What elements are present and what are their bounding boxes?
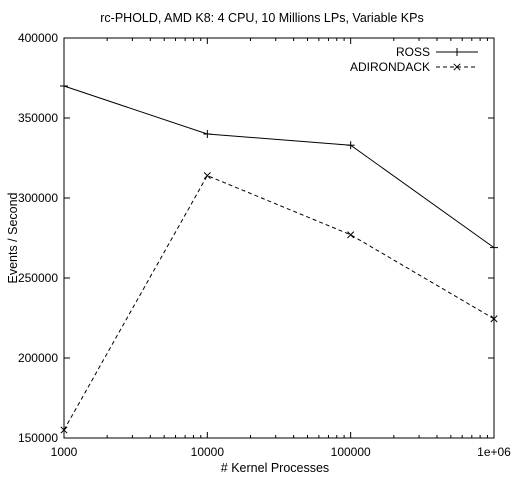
plot-frame <box>63 37 495 439</box>
series-line-ross <box>63 85 495 249</box>
legend-item-adirondack: ADIRONDACK <box>350 60 478 74</box>
y-tick-label: 350000 <box>18 111 58 125</box>
y-axis-ticks: 150000 200000 250000 300000 350000 400000 <box>18 31 494 445</box>
x-tick-label: 100000 <box>331 445 371 459</box>
x-tick-label: 1e+06 <box>477 445 511 459</box>
x-tick-label: 10000 <box>191 445 225 459</box>
legend-label: ADIRONDACK <box>350 60 430 74</box>
chart-title: rc-PHOLD, AMD K8: 4 CPU, 10 Millions LPs… <box>100 11 424 25</box>
plus-marker <box>203 130 212 138</box>
series-ross <box>60 82 498 252</box>
cross-marker <box>203 172 211 180</box>
y-tick-label: 250000 <box>18 271 58 285</box>
plus-marker <box>60 82 68 90</box>
plus-marker <box>346 141 355 150</box>
cross-marker <box>490 315 498 323</box>
legend-label: ROSS <box>396 45 430 59</box>
series-line-adirondack <box>63 174 495 431</box>
legend-item-ross: ROSS <box>396 45 478 59</box>
y-tick-label: 200000 <box>18 351 58 365</box>
y-tick-label: 150000 <box>18 431 58 445</box>
plus-marker <box>490 243 498 252</box>
y-axis-label: Events / Second <box>6 192 20 283</box>
series-adirondack <box>60 172 498 434</box>
x-axis-ticks: 1000 10000 100000 1e+06 <box>51 38 511 459</box>
x-axis-label: # Kernel Processes <box>221 461 329 475</box>
cross-marker <box>347 231 355 239</box>
plot-axes <box>63 37 495 439</box>
plus-marker <box>453 48 461 56</box>
cross-marker <box>60 426 68 434</box>
cross-marker <box>453 63 461 71</box>
y-tick-label: 300000 <box>18 191 58 205</box>
x-tick-label: 1000 <box>51 445 78 459</box>
series-layer <box>60 82 498 434</box>
y-tick-label: 400000 <box>18 31 58 45</box>
